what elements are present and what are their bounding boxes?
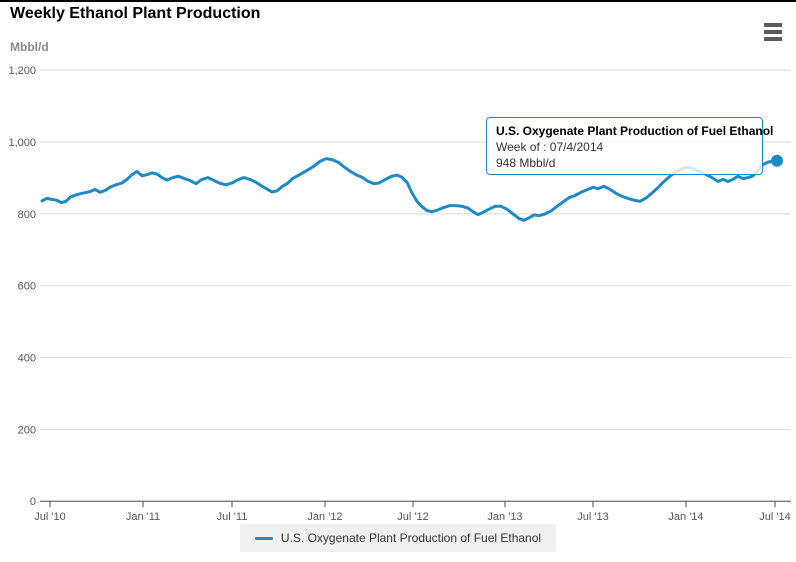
x-axis-tick-label: Jan '14 — [668, 511, 703, 523]
y-axis-tick-label: 1,200 — [8, 65, 36, 77]
tooltip-series-title: U.S. Oxygenate Plant Production of Fuel … — [496, 124, 774, 138]
legend-series-label: U.S. Oxygenate Plant Production of Fuel … — [280, 531, 542, 545]
y-axis-tick-label: 1,000 — [8, 137, 36, 149]
chart-tooltip: U.S. Oxygenate Plant Production of Fuel … — [486, 117, 774, 175]
x-axis-tick-label: Jul '12 — [397, 511, 428, 523]
x-axis-tick-label: Jul '13 — [577, 511, 608, 523]
highlighted-point-marker[interactable] — [771, 154, 783, 167]
y-axis-unit-label: Mbbl/d — [10, 40, 49, 54]
legend-line-swatch-icon — [254, 536, 273, 540]
hamburger-menu-icon — [764, 23, 782, 27]
legend: U.S. Oxygenate Plant Production of Fuel … — [0, 524, 796, 552]
tooltip-week-line: Week of : 07/4/2014 — [496, 140, 604, 154]
x-axis-tick-label: Jan '12 — [307, 511, 342, 523]
series-line[interactable] — [40, 157, 779, 222]
legend-item-series[interactable]: U.S. Oxygenate Plant Production of Fuel … — [239, 524, 557, 552]
export-menu-button[interactable] — [764, 23, 782, 41]
tooltip-value-line: 948 Mbbl/d — [496, 156, 556, 170]
y-axis-tick-label: 800 — [18, 209, 36, 221]
x-axis-tick-label: Jul '14 — [759, 511, 790, 523]
y-axis-tick-label: 600 — [18, 281, 36, 293]
x-axis-tick-label: Jul '10 — [34, 511, 65, 523]
page-title: Weekly Ethanol Plant Production — [10, 5, 261, 22]
y-axis-tick-label: 200 — [18, 424, 36, 436]
x-axis-tick-label: Jul '11 — [217, 511, 248, 523]
x-axis-tick-label: Jan '13 — [487, 511, 522, 523]
y-axis-tick-label: 0 — [30, 496, 36, 508]
y-axis-tick-label: 400 — [18, 353, 36, 365]
x-axis-tick-label: Jan '11 — [126, 511, 160, 523]
